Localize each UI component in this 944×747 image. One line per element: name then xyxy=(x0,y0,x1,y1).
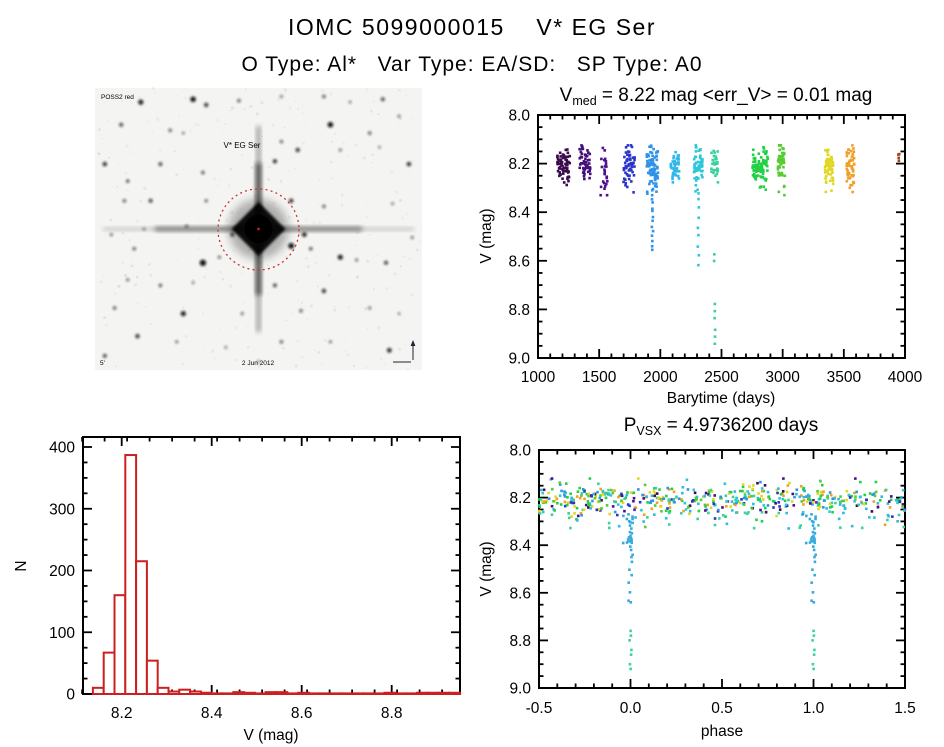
page-title: IOMC 5099000015 V* EG Ser xyxy=(287,14,656,40)
svg-text:1.0: 1.0 xyxy=(803,700,825,717)
lightcurve-plot: Vmed = 8.22 mag <err_V> = 0.01 mag Baryt… xyxy=(478,85,923,407)
axis-tick-labels: -0.5 0.0 0.5 1.0 1.5 8.0 8.2 8.4 8.6 8.8 9.0 xyxy=(509,443,915,718)
phase-xlabel: phase xyxy=(701,723,743,740)
aperture-circle xyxy=(217,188,300,271)
phase-folded-plot: PVSX = 4.9736200 days phase V (mag) -0.5… xyxy=(478,415,916,740)
svg-text:8.2: 8.2 xyxy=(508,156,530,173)
svg-text:1.5: 1.5 xyxy=(894,700,916,717)
svg-text:300: 300 xyxy=(49,501,75,518)
axis-tick-labels: 8.2 8.4 8.6 8.8 0 100 200 300 400 xyxy=(49,440,402,723)
finder-chart-image: V* EG Ser POSS2 red 2 Jun 2012 5' xyxy=(95,86,422,372)
lightcurve-title: Vmed = 8.22 mag <err_V> = 0.01 mag xyxy=(560,85,873,108)
svg-text:9.0: 9.0 xyxy=(508,351,530,368)
page-subtitle: O Type: Al* Var Type: EA/SD: SP Type: A0 xyxy=(241,53,703,76)
axis-ticks xyxy=(538,449,906,689)
svg-text:0: 0 xyxy=(66,687,75,704)
phase-ylabel: V (mag) xyxy=(478,541,495,596)
svg-text:2500: 2500 xyxy=(704,369,739,386)
svg-text:8.0: 8.0 xyxy=(508,108,530,125)
svg-text:8.8: 8.8 xyxy=(508,302,530,319)
lightcurve-ylabel: V (mag) xyxy=(478,208,495,263)
axis-ticks xyxy=(537,114,906,359)
lightcurve-xlabel: Barytime (days) xyxy=(667,390,776,407)
svg-text:9.0: 9.0 xyxy=(509,681,531,698)
target-star-label: V* EG Ser xyxy=(224,141,261,150)
lightcurve-data-points xyxy=(556,144,901,346)
svg-text:8.8: 8.8 xyxy=(509,633,531,650)
svg-text:3500: 3500 xyxy=(827,369,862,386)
svg-text:200: 200 xyxy=(49,563,75,580)
svg-text:8.8: 8.8 xyxy=(381,705,403,722)
lightcurve-plot-area: 1000 1500 2000 2500 3000 3500 4000 8.0 8.2 8.4 8.6… xyxy=(508,108,922,387)
scale-label: 5' xyxy=(100,360,105,367)
target-star xyxy=(103,126,414,332)
histogram-bars xyxy=(91,454,462,696)
svg-text:400: 400 xyxy=(49,440,75,457)
svg-text:8.4: 8.4 xyxy=(508,205,530,222)
magnitude-histogram: V (mag) N 8.2 8.4 8.6 8.8 0 100 200 300 400 xyxy=(13,436,462,744)
axis-tick-labels: 1000 1500 2000 2500 3000 3500 4000 8.0 8.2 8.4 8.6… xyxy=(508,108,922,387)
svg-text:1500: 1500 xyxy=(582,369,617,386)
phase-plot-area: -0.5 0.0 0.5 1.0 1.5 8.0 8.2 8.4 8.6 8.8 9.0 xyxy=(509,443,915,718)
phase-data-points xyxy=(537,477,907,671)
svg-text:8.0: 8.0 xyxy=(509,443,531,460)
target-center-marker xyxy=(257,227,260,231)
svg-text:8.2: 8.2 xyxy=(509,490,531,507)
svg-text:8.6: 8.6 xyxy=(509,585,531,602)
epoch-label: 2 Jun 2012 xyxy=(242,360,275,367)
svg-text:2000: 2000 xyxy=(643,369,678,386)
svg-text:0.0: 0.0 xyxy=(620,700,642,717)
svg-text:100: 100 xyxy=(49,625,75,642)
histogram-plot-area: 8.2 8.4 8.6 8.8 0 100 200 300 400 xyxy=(49,436,462,723)
svg-text:3000: 3000 xyxy=(765,369,800,386)
svg-text:8.2: 8.2 xyxy=(111,705,133,722)
svg-text:0.5: 0.5 xyxy=(711,700,733,717)
survey-label: POSS2 red xyxy=(101,94,134,101)
svg-text:-0.5: -0.5 xyxy=(526,700,553,717)
image-noise xyxy=(97,86,422,372)
compass-icon xyxy=(393,340,416,363)
phase-title: PVSX = 4.9736200 days xyxy=(624,415,819,438)
svg-text:8.6: 8.6 xyxy=(508,253,530,270)
svg-text:8.6: 8.6 xyxy=(291,705,313,722)
svg-text:1000: 1000 xyxy=(521,369,556,386)
histogram-xlabel: V (mag) xyxy=(243,727,298,744)
histogram-ylabel: N xyxy=(13,560,30,571)
svg-text:8.4: 8.4 xyxy=(201,705,223,722)
svg-text:8.4: 8.4 xyxy=(509,538,531,555)
svg-text:4000: 4000 xyxy=(888,369,923,386)
field-stars xyxy=(102,94,414,363)
